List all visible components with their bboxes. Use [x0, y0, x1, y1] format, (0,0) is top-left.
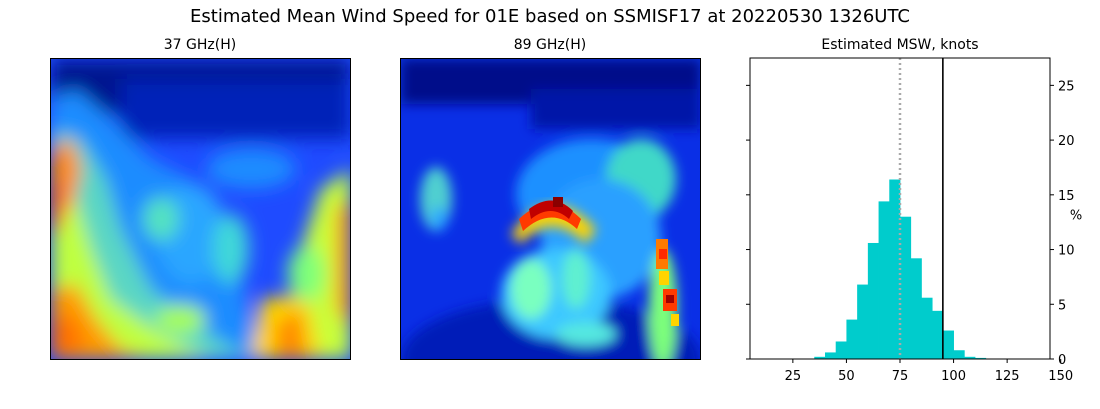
- histogram-bar: [825, 352, 837, 359]
- y-tick-label: 20: [1058, 134, 1075, 149]
- heatmap-37ghz: [50, 58, 351, 360]
- y-tick-label: 0: [1058, 353, 1066, 368]
- x-tick-label: 100: [941, 369, 966, 384]
- x-tick-label: 75: [892, 369, 909, 384]
- histogram-bar: [846, 319, 858, 359]
- histogram-bar: [857, 284, 869, 359]
- x-tick-label: 50: [838, 369, 855, 384]
- x-tick-label: 150: [1048, 369, 1073, 384]
- histogram-bar: [975, 357, 987, 359]
- y-tick-label: 15: [1058, 189, 1075, 204]
- panel-title-msw: Estimated MSW, knots: [821, 37, 979, 53]
- y-tick-label: 25: [1058, 79, 1075, 94]
- histogram-bar: [942, 330, 954, 359]
- panel-title-37ghz: 37 GHz(H): [163, 37, 237, 53]
- histogram-bar: [953, 350, 965, 359]
- y-tick-label: 5: [1058, 298, 1066, 313]
- histogram-bar: [900, 216, 912, 359]
- histogram-bar: [814, 356, 826, 359]
- histogram-bar: [932, 310, 944, 359]
- histogram-bar: [867, 242, 879, 359]
- histogram-bar: [835, 341, 847, 359]
- histogram-bar: [910, 258, 922, 359]
- panel-title-89ghz: 89 GHz(H): [513, 37, 587, 53]
- histogram-bar: [921, 297, 933, 359]
- histogram-bar: [878, 201, 890, 359]
- x-tick-label: 125: [995, 369, 1020, 384]
- y-tick-label: 10: [1058, 244, 1075, 259]
- x-tick-label: 25: [785, 369, 802, 384]
- heatmap-89ghz: [400, 58, 701, 360]
- y-axis-label: %: [1070, 209, 1082, 224]
- figure-title: Estimated Mean Wind Speed for 01E based …: [190, 6, 910, 27]
- histogram-bar: [964, 356, 976, 359]
- histogram-bar: [889, 179, 901, 359]
